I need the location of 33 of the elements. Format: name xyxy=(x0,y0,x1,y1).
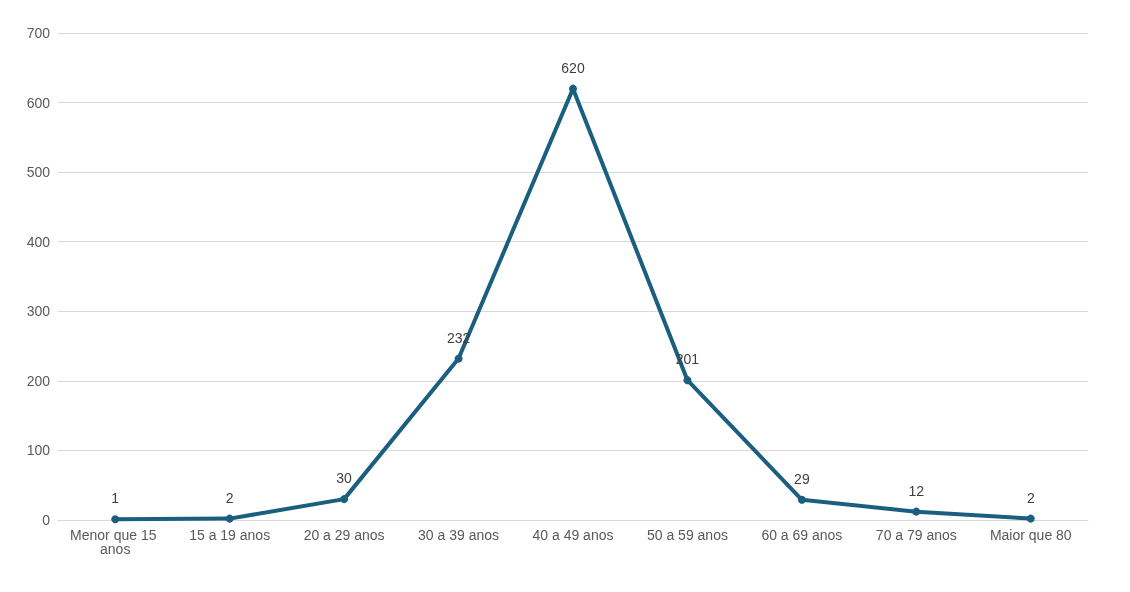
data-label: 2 xyxy=(225,489,234,506)
data-label: 30 xyxy=(336,470,353,487)
x-tick-label: 20 a 29 anos xyxy=(303,527,385,543)
y-tick-label: 700 xyxy=(26,25,51,41)
data-label: 12 xyxy=(908,482,925,499)
point xyxy=(797,495,806,504)
data-label: 29 xyxy=(794,470,810,487)
y-tick-label: 0 xyxy=(42,512,51,528)
x-tick-label: 50 a 59 anos xyxy=(646,527,728,543)
x-tick-label: Menor que 15 anos xyxy=(70,527,161,557)
y-tick-label: 200 xyxy=(26,372,51,389)
point xyxy=(454,354,463,363)
point xyxy=(340,495,349,504)
x-tick-label: 30 a 39 anos xyxy=(418,527,500,543)
y-tick-label: 300 xyxy=(26,303,51,320)
point xyxy=(111,515,120,524)
point xyxy=(912,507,921,516)
data-label: 620 xyxy=(561,59,585,76)
data-label: 2 xyxy=(1026,489,1035,506)
point xyxy=(683,376,692,385)
x-tick-label: 60 a 69 anos xyxy=(761,527,843,543)
y-tick-label: 500 xyxy=(26,164,51,181)
x-tick-label: Maior que 80 xyxy=(989,527,1072,543)
x-tick-label: 15 a 19 anos xyxy=(189,527,271,543)
point xyxy=(1026,514,1035,523)
data-label: 1 xyxy=(111,490,120,507)
point xyxy=(225,514,234,523)
y-tick-label: 100 xyxy=(26,442,51,459)
y-tick-label: 600 xyxy=(26,94,51,111)
x-tick-label: 70 a 79 anos xyxy=(875,527,957,543)
x-tick-label: 40 a 49 anos xyxy=(532,527,614,543)
y-tick-label: 400 xyxy=(26,233,51,250)
point xyxy=(569,84,577,93)
